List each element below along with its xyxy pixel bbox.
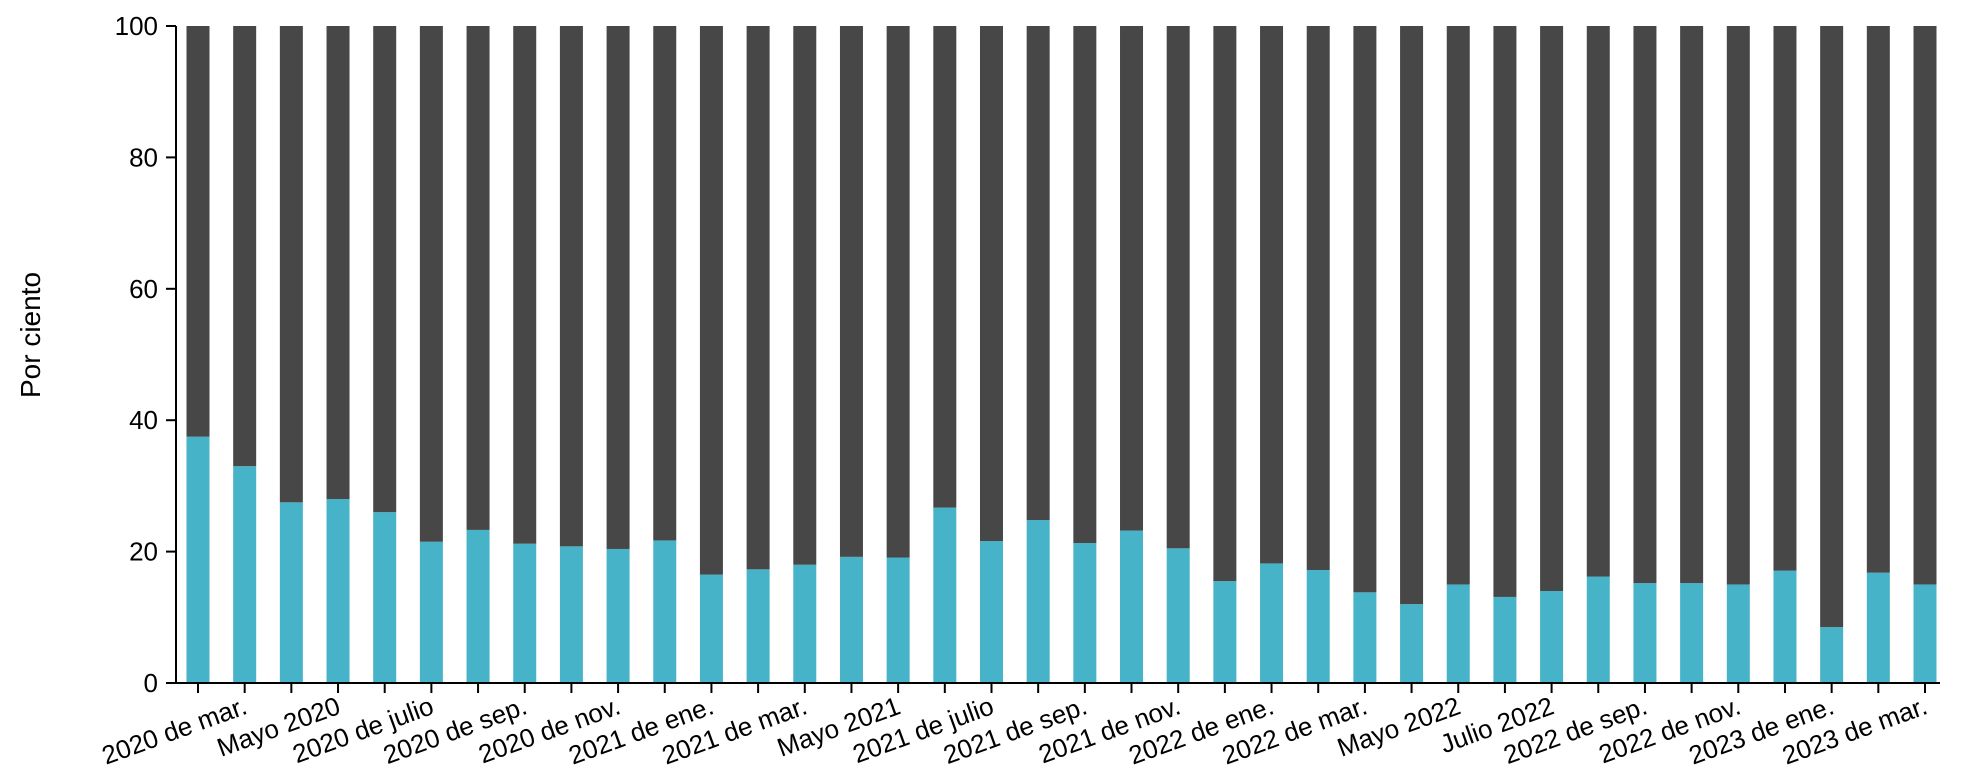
bar-series1-36	[1866, 572, 1890, 683]
bar-series1-26	[1400, 604, 1424, 683]
bar-series2-10	[653, 26, 677, 541]
bar-series2-35	[1820, 26, 1844, 628]
bar-series1-22	[1213, 581, 1237, 683]
y-axis-title: Por ciento	[15, 272, 46, 398]
y-tick-label: 40	[129, 405, 158, 435]
bar-series2-4	[373, 26, 397, 513]
bar-series2-30	[1586, 26, 1610, 577]
bar-series1-24	[1306, 569, 1330, 683]
bar-series2-37	[1913, 26, 1937, 585]
bar-series1-11	[699, 574, 723, 683]
bar-series2-5	[419, 26, 443, 542]
bar-series1-4	[373, 512, 397, 683]
bar-series1-27	[1446, 584, 1470, 683]
bar-series1-13	[793, 564, 817, 683]
bar-series1-34	[1773, 570, 1797, 683]
bar-series2-7	[513, 26, 537, 544]
bar-series2-11	[699, 26, 723, 575]
bar-series2-32	[1680, 26, 1704, 584]
bar-series1-23	[1260, 563, 1284, 683]
bar-series1-18	[1026, 520, 1050, 683]
bar-series1-17	[979, 541, 1003, 683]
bar-series1-3	[326, 499, 350, 683]
bar-series1-6	[466, 529, 490, 683]
bar-series2-20	[1120, 26, 1144, 531]
bar-series1-5	[419, 541, 443, 683]
bar-series1-28	[1493, 596, 1517, 683]
bar-series1-25	[1353, 592, 1377, 683]
bar-series2-26	[1400, 26, 1424, 605]
bar-series1-12	[746, 569, 770, 683]
bar-series2-15	[886, 26, 910, 558]
bar-series2-18	[1026, 26, 1050, 521]
bar-series2-9	[606, 26, 630, 549]
bar-series2-16	[933, 26, 957, 508]
bar-series1-0	[186, 436, 210, 683]
bar-series2-25	[1353, 26, 1377, 593]
bar-series1-8	[559, 546, 583, 683]
bar-series2-31	[1633, 26, 1657, 584]
bar-series1-14	[839, 556, 863, 683]
y-tick-label: 0	[144, 668, 158, 698]
bar-series2-29	[1540, 26, 1564, 592]
bar-series2-34	[1773, 26, 1797, 571]
bar-series1-20	[1120, 530, 1144, 683]
bar-series1-32	[1680, 583, 1704, 683]
bar-series2-14	[839, 26, 863, 557]
bar-series2-33	[1726, 26, 1750, 585]
bar-series1-35	[1820, 627, 1844, 683]
bar-series2-0	[186, 26, 210, 437]
bar-series1-1	[233, 466, 257, 683]
bar-series2-21	[1166, 26, 1190, 549]
bar-series1-7	[513, 543, 537, 683]
bar-series1-15	[886, 557, 910, 683]
bar-series2-36	[1866, 26, 1890, 573]
bar-series1-10	[653, 540, 677, 683]
bar-series1-33	[1726, 584, 1750, 683]
bar-series1-31	[1633, 583, 1657, 683]
bar-series1-2	[279, 502, 303, 683]
bar-series2-22	[1213, 26, 1237, 582]
y-tick-label: 60	[129, 274, 158, 304]
bar-series2-27	[1446, 26, 1470, 585]
bar-series2-13	[793, 26, 817, 565]
bar-series2-2	[279, 26, 303, 503]
bars-group	[186, 26, 1937, 683]
bar-series2-6	[466, 26, 490, 530]
bar-series2-1	[233, 26, 257, 467]
bar-series1-16	[933, 507, 957, 683]
bar-series1-30	[1586, 576, 1610, 683]
bar-series2-24	[1306, 26, 1330, 570]
bar-series2-19	[1073, 26, 1097, 544]
bar-series2-12	[746, 26, 770, 570]
y-tick-label: 100	[115, 11, 158, 41]
bar-series2-17	[979, 26, 1003, 542]
bar-series2-23	[1260, 26, 1284, 564]
bar-series1-21	[1166, 548, 1190, 683]
bar-series1-29	[1540, 591, 1564, 683]
y-axis: 0 20 40 60 80 100	[115, 11, 177, 698]
bar-series2-3	[326, 26, 350, 500]
y-tick-label: 80	[129, 142, 158, 172]
bar-series1-19	[1073, 543, 1097, 683]
y-tick-label: 20	[129, 537, 158, 567]
bar-series2-28	[1493, 26, 1517, 597]
bar-series1-9	[606, 548, 630, 683]
bar-series2-8	[559, 26, 583, 547]
bar-series1-37	[1913, 584, 1937, 683]
